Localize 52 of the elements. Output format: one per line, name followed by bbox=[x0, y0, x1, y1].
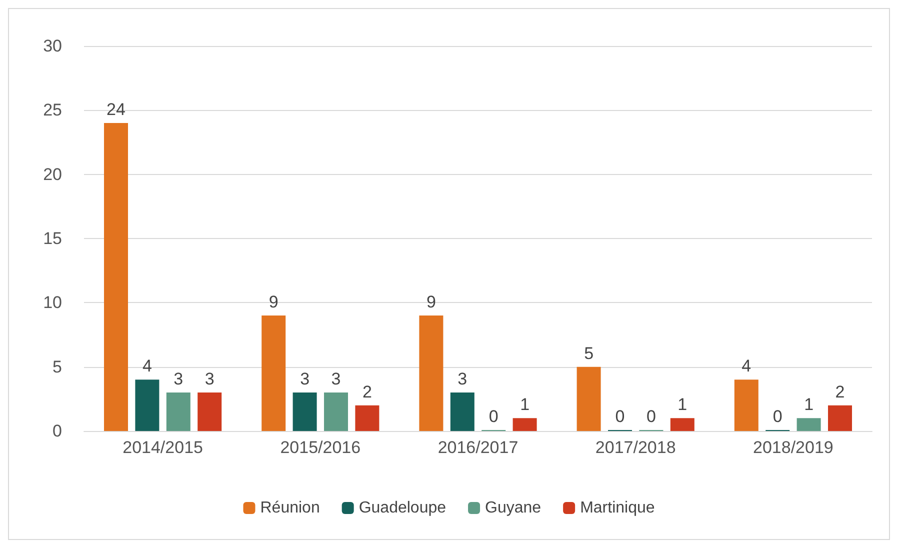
data-label: 0 bbox=[615, 407, 625, 426]
data-label: 0 bbox=[772, 407, 782, 426]
legend-label: Guyane bbox=[485, 500, 542, 516]
bar bbox=[734, 380, 758, 431]
data-label: 4 bbox=[142, 356, 152, 376]
bar bbox=[355, 405, 380, 431]
bar bbox=[796, 418, 821, 431]
bar bbox=[576, 366, 601, 431]
y-tick-label: 5 bbox=[52, 357, 62, 376]
y-tick-label: 30 bbox=[43, 36, 62, 56]
data-label: 9 bbox=[268, 292, 278, 312]
bar bbox=[262, 316, 286, 431]
data-label: 3 bbox=[204, 370, 214, 388]
data-label: 3 bbox=[458, 370, 468, 388]
data-label: 4 bbox=[742, 356, 752, 376]
bar bbox=[104, 123, 128, 431]
y-tick-label: 10 bbox=[43, 293, 62, 312]
bar bbox=[292, 392, 317, 431]
bar bbox=[670, 418, 694, 431]
x-tick-label: 2016/2017 bbox=[438, 438, 518, 457]
bar bbox=[450, 392, 474, 431]
legend-label: Martinique bbox=[580, 500, 655, 516]
x-tick-label: 2014/2015 bbox=[122, 438, 203, 457]
data-label: 3 bbox=[174, 370, 184, 388]
x-tick-label: 2017/2018 bbox=[595, 438, 676, 457]
legend-label: Réunion bbox=[260, 500, 320, 516]
bar bbox=[198, 392, 222, 431]
bar bbox=[324, 392, 348, 431]
bar bbox=[419, 316, 444, 431]
bar bbox=[135, 380, 160, 431]
data-label: 24 bbox=[106, 100, 126, 119]
data-label: 3 bbox=[331, 370, 341, 388]
y-tick-label: 0 bbox=[52, 422, 62, 440]
data-label: 0 bbox=[488, 407, 498, 426]
legend-label: Guadeloupe bbox=[358, 500, 446, 516]
data-label: 2 bbox=[835, 382, 845, 402]
x-tick-label: 2018/2019 bbox=[753, 438, 834, 457]
x-tick-label: 2015/2016 bbox=[280, 438, 361, 457]
data-label: 1 bbox=[678, 395, 688, 414]
data-label: 5 bbox=[584, 344, 594, 363]
data-label: 0 bbox=[646, 407, 656, 426]
y-tick-label: 20 bbox=[43, 164, 62, 184]
data-label: 1 bbox=[520, 395, 530, 414]
data-label: 3 bbox=[300, 370, 310, 388]
y-tick-label: 25 bbox=[43, 100, 62, 120]
data-label: 1 bbox=[804, 395, 814, 414]
y-tick-label: 15 bbox=[43, 229, 62, 248]
bar bbox=[828, 405, 852, 431]
bar bbox=[512, 418, 537, 431]
data-label: 2 bbox=[362, 382, 372, 402]
data-label: 9 bbox=[426, 292, 436, 312]
bar bbox=[166, 392, 190, 431]
